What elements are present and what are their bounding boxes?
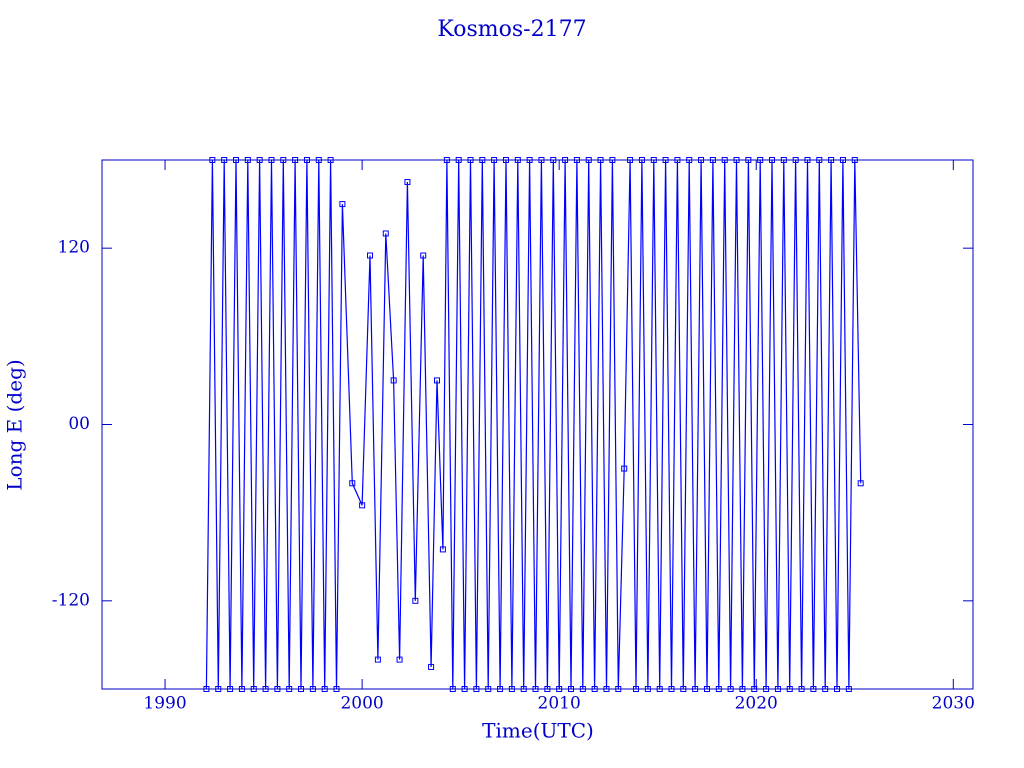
y-tick-label: -120 (52, 590, 90, 610)
data-point (439, 546, 446, 553)
y-axis-label: Long E (deg) (3, 359, 27, 490)
data-point (621, 465, 628, 472)
data-point (390, 377, 397, 384)
x-axis-label: Time(UTC) (482, 719, 594, 743)
data-point (359, 502, 366, 509)
x-tick-label: 1990 (143, 694, 186, 714)
data-point (857, 480, 864, 487)
data-point (367, 252, 373, 259)
x-tick-label: 2010 (538, 694, 581, 714)
data-point (382, 230, 389, 237)
chart-title: Kosmos-2177 (437, 17, 586, 42)
data-point (412, 597, 419, 604)
y-tick-label: 120 (58, 238, 90, 258)
data-point (434, 377, 440, 384)
x-tick-label: 2000 (340, 694, 383, 714)
data-point (374, 656, 381, 663)
data-point (396, 656, 403, 663)
data-point (404, 179, 411, 186)
data-point (420, 252, 427, 259)
x-tick-label: 2030 (932, 694, 975, 714)
data-point (339, 201, 346, 208)
data-point (349, 480, 356, 487)
y-tick-label: 00 (68, 414, 90, 434)
x-tick-label: 2020 (735, 694, 778, 714)
data-line (205, 159, 862, 690)
data-point (428, 663, 435, 670)
